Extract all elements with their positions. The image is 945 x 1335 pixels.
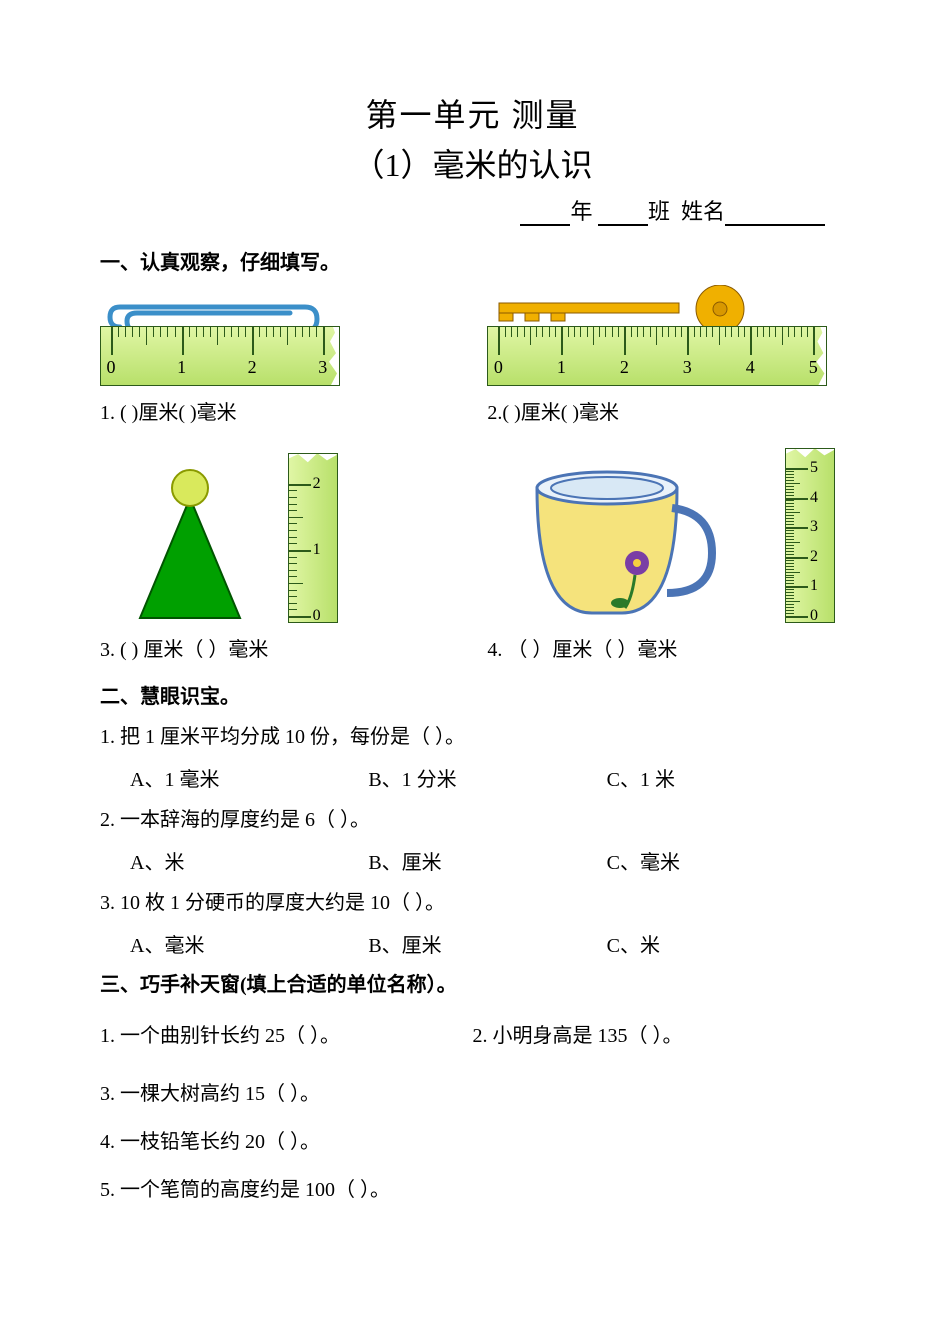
section2-heading: 二、慧眼识宝。 <box>100 680 845 709</box>
s2-q1: 1. 把 1 厘米平均分成 10 份，每份是（ ）。 <box>100 719 845 755</box>
s2-q1-b: B、1 分米 <box>368 763 606 792</box>
section3-heading: 三、巧手补天窗(填上合适的单位名称）。 <box>100 968 845 997</box>
s2-q3: 3. 10 枚 1 分硬币的厚度大约是 10（ ）。 <box>100 885 845 921</box>
name-label: 姓名 <box>681 199 725 224</box>
s3-q3: 3. 一棵大树高约 15（ ）。 <box>100 1075 845 1113</box>
s3-q4: 4. 一枝铅笔长约 20（ ）。 <box>100 1123 845 1161</box>
ruler-q2: 012345 <box>487 326 827 386</box>
s2-q2-c: C、毫米 <box>607 846 845 875</box>
row1-images: 0123 012345 <box>100 291 845 386</box>
q2-caption: 2.( )厘米( )毫米 <box>487 396 845 425</box>
subtitle: （1）毫米的认识 <box>100 140 845 186</box>
class-label: 班 <box>648 199 670 224</box>
ruler-q1: 0123 <box>100 326 340 386</box>
s2-q1-a: A、1 毫米 <box>130 763 368 792</box>
s3-row1: 1. 一个曲别针长约 25（ ）。 2. 小明身高是 135（ ）。 <box>100 1007 845 1065</box>
s2-q3-opts: A、毫米 B、厘米 C、米 <box>130 929 845 958</box>
s2-q3-b: B、厘米 <box>368 929 606 958</box>
s3-q2: 2. 小明身高是 135（ ）。 <box>473 1017 846 1055</box>
q4-caption: 4. （ ）厘米（ ）毫米 <box>487 633 845 662</box>
s2-q2-opts: A、米 B、厘米 C、毫米 <box>130 846 845 875</box>
s3-q5: 5. 一个笔筒的高度约是 100（ ）。 <box>100 1171 845 1209</box>
row1-captions: 1. ( )厘米( )毫米 2.( )厘米( )毫米 <box>100 390 845 425</box>
unit-title: 第一单元 测量 <box>100 90 845 136</box>
q1-figure: 0123 <box>100 291 458 386</box>
s2-q1-opts: A、1 毫米 B、1 分米 C、1 米 <box>130 763 845 792</box>
section1-heading: 一、认真观察，仔细填写。 <box>100 246 845 275</box>
cone-icon <box>120 453 260 623</box>
s2-q2-a: A、米 <box>130 846 368 875</box>
s2-q2-b: B、厘米 <box>368 846 606 875</box>
class-blank[interactable] <box>598 204 648 226</box>
ruler-q3: 012 <box>288 453 338 623</box>
q2-figure: 012345 <box>487 291 845 386</box>
year-blank[interactable] <box>520 204 570 226</box>
name-blank[interactable] <box>725 204 825 226</box>
year-label: 年 <box>570 199 592 224</box>
s2-q1-c: C、1 米 <box>607 763 845 792</box>
s3-q1: 1. 一个曲别针长约 25（ ）。 <box>100 1017 473 1055</box>
q3-figure: 012 <box>100 443 458 623</box>
name-row: 年 班 姓名 <box>100 194 845 226</box>
title-block: 第一单元 测量 （1）毫米的认识 <box>100 90 845 186</box>
q3-caption: 3. ( ) 厘米（ ）毫米 <box>100 633 458 662</box>
s2-q3-a: A、毫米 <box>130 929 368 958</box>
row2-captions: 3. ( ) 厘米（ ）毫米 4. （ ）厘米（ ）毫米 <box>100 627 845 662</box>
s2-q3-c: C、米 <box>607 929 845 958</box>
q1-caption: 1. ( )厘米( )毫米 <box>100 396 458 425</box>
ruler-q4: 012345 <box>785 448 835 623</box>
cup-icon <box>517 453 717 623</box>
s2-q2: 2. 一本辞海的厚度约是 6（ ）。 <box>100 802 845 838</box>
q4-figure: 012345 <box>487 443 845 623</box>
row2-images: 012 012345 <box>100 443 845 623</box>
